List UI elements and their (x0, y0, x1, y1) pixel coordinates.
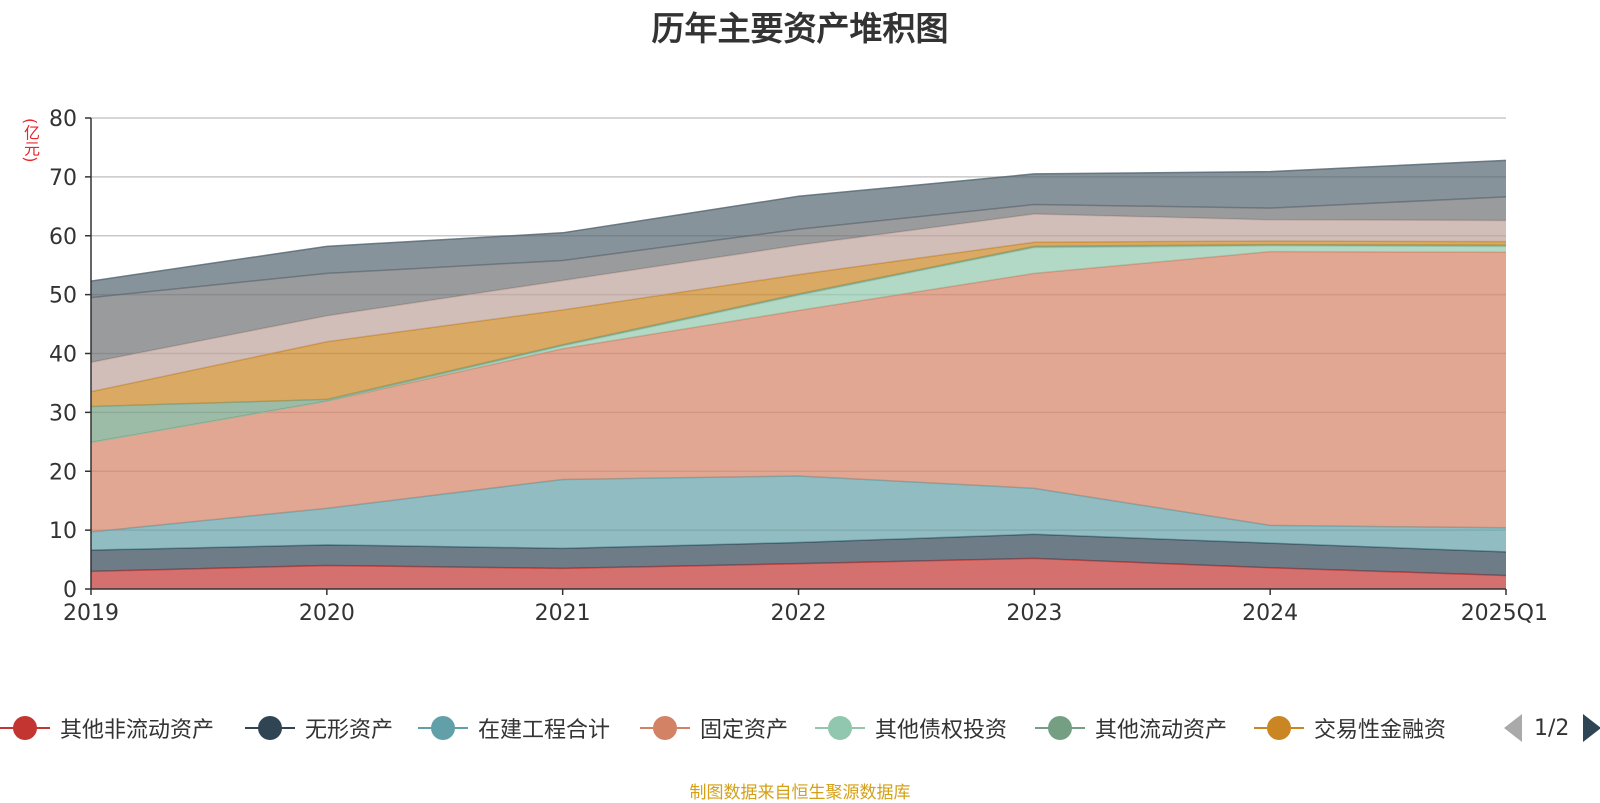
y-tick-label: 60 (49, 225, 77, 250)
legend-marker-icon (1254, 716, 1304, 740)
y-tick-label: 10 (49, 519, 77, 544)
legend-next-page-button[interactable] (1583, 714, 1600, 742)
series-area-2 (91, 534, 1506, 576)
y-tick-label: 50 (49, 284, 77, 309)
legend-label: 无形资产 (305, 718, 394, 743)
x-tick-label: 2021 (535, 601, 591, 626)
legend-marker-icon (815, 716, 865, 740)
legend-prev-page-button[interactable] (1504, 714, 1522, 742)
legend-item[interactable]: 无形资产 (245, 708, 393, 748)
legend-item[interactable]: 固定资产 (640, 708, 788, 748)
legend-marker-icon (418, 716, 468, 740)
legend-item[interactable]: 在建工程合计 (418, 708, 610, 748)
series-area-4 (91, 251, 1506, 532)
legend-label: 其他非流动资产 (60, 718, 215, 743)
legend-page-indicator: 1/2 (1534, 715, 1570, 741)
x-tick-label: 2024 (1242, 601, 1298, 626)
legend-marker-icon (640, 716, 690, 740)
legend-label: 其他流动资产 (1095, 718, 1228, 743)
legend-marker-icon (245, 716, 295, 740)
legend-label: 其他债权投资 (875, 718, 1008, 743)
y-tick-label: 80 (49, 107, 77, 132)
legend-label: 交易性金融资 (1314, 718, 1447, 743)
series-area-10 (91, 160, 1506, 298)
y-axis-unit-label: (亿元) (21, 118, 40, 163)
series-line-10 (90, 159, 1507, 282)
series-line-2 (90, 533, 1507, 553)
legend-item[interactable]: 其他非流动资产 (0, 708, 214, 748)
y-tick-label: 40 (49, 343, 77, 368)
legend-pager: 1/2 (1504, 708, 1600, 748)
y-tick-label: 30 (49, 401, 77, 426)
data-source-footer: 制图数据来自恒生聚源数据库 (689, 783, 911, 803)
series-area-8 (91, 213, 1506, 392)
series-area-1 (91, 558, 1506, 589)
series-area-3 (91, 475, 1506, 552)
series-line-5 (90, 245, 1507, 444)
legend-item[interactable]: 其他债权投资 (815, 708, 1007, 748)
legend-marker-icon (1035, 716, 1085, 740)
x-tick-label: 2023 (1006, 601, 1062, 626)
x-tick-label: 2019 (63, 601, 119, 626)
legend-label: 固定资产 (700, 718, 789, 743)
chart-legend: 其他非流动资产 无形资产 在建工程合计 固定资产 其他债权投资 其他流动资产 交易性金融资 (0, 708, 1600, 748)
x-tick-label: 2020 (299, 601, 355, 626)
legend-item[interactable]: 交易性金融资 (1254, 708, 1446, 748)
legend-marker-icon (0, 716, 50, 740)
x-tick-label: 2022 (771, 601, 827, 626)
series-area-7 (91, 241, 1506, 407)
y-tick-label: 70 (49, 166, 77, 191)
legend-item[interactable]: 其他流动资产 (1035, 708, 1227, 748)
legend-label: 在建工程合计 (478, 718, 611, 743)
y-tick-label: 0 (63, 578, 77, 603)
chart-title: 历年主要资产堆积图 (651, 9, 949, 48)
y-tick-label: 20 (49, 460, 77, 485)
x-tick-label: 2025Q1 (1461, 601, 1548, 626)
